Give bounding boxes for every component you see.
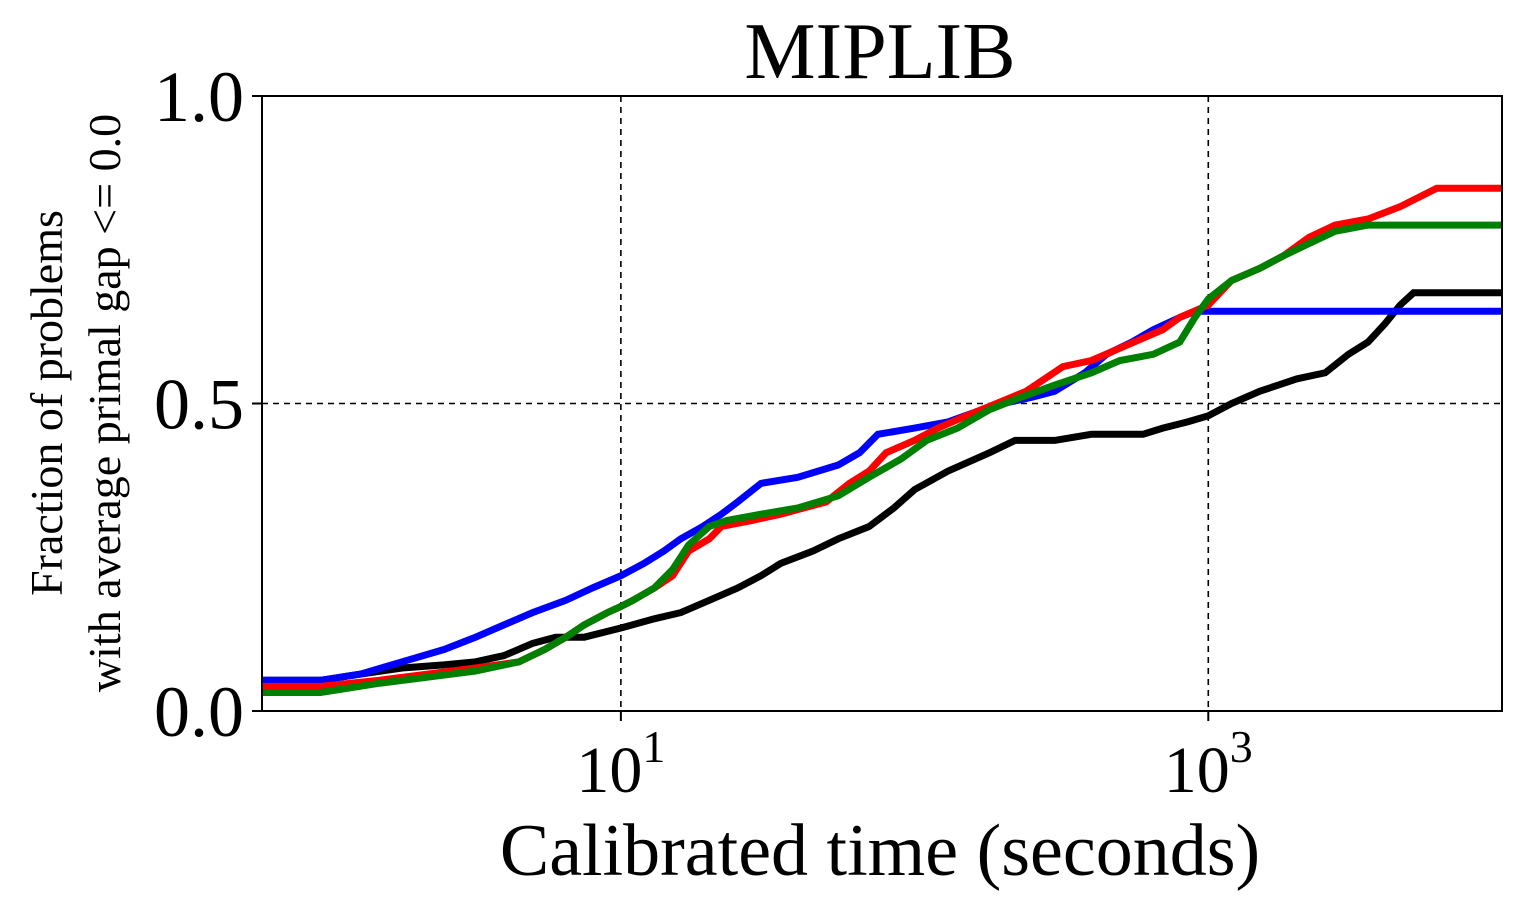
x-tick-label-exp-0: 1 — [642, 721, 665, 772]
series-line-2 — [262, 184, 1502, 690]
x-tick-label-1: 103 — [1164, 721, 1253, 807]
x-axis-label: Calibrated time (seconds) — [500, 810, 1260, 892]
y-axis-label-line-1: Fraction of problems — [21, 210, 72, 596]
y-tick-label-0: 0.0 — [154, 672, 244, 752]
x-tick-label-base-1: 10 — [1164, 734, 1230, 807]
series-lines — [262, 184, 1502, 696]
tick-marks — [252, 95, 1210, 721]
grid-lines — [262, 96, 1502, 711]
chart-title: MIPLIB — [744, 8, 1015, 96]
y-tick-label-1: 0.5 — [154, 365, 244, 445]
x-tick-label-base-0: 10 — [576, 734, 642, 807]
series-line-3 — [262, 221, 1502, 696]
y-tick-label-2: 1.0 — [154, 57, 244, 137]
x-tick-label-0: 101 — [576, 721, 665, 807]
series-line-0 — [262, 289, 1502, 684]
y-tick-labels: 0.0 0.5 1.0 — [154, 57, 244, 752]
y-axis-label-line-2: with average primal gap <= 0.0 — [79, 114, 130, 692]
x-tick-label-exp-1: 3 — [1230, 721, 1253, 772]
series-line-1 — [262, 307, 1502, 684]
x-tick-labels: 101 103 — [576, 721, 1252, 807]
